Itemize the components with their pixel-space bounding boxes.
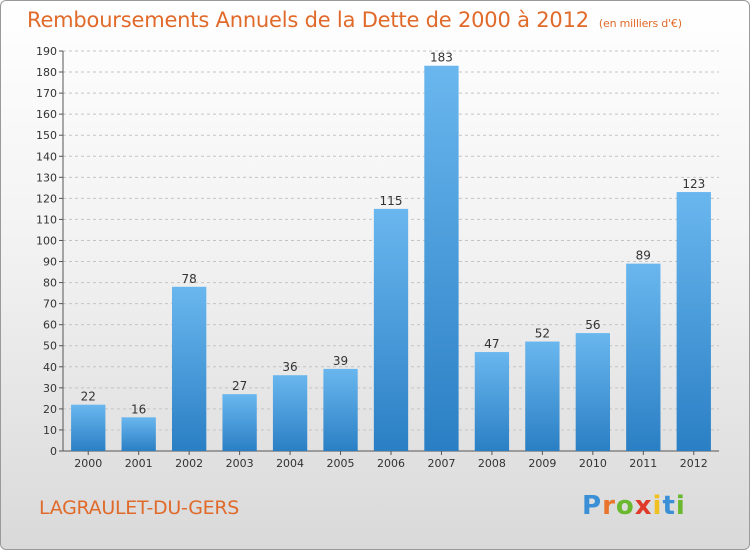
bar [373, 208, 409, 451]
x-tick-label: 2012 [680, 457, 708, 470]
bar-value-label: 39 [333, 354, 348, 368]
y-tick-label: 50 [43, 340, 57, 353]
x-tick-label: 2001 [125, 457, 153, 470]
bar [474, 352, 510, 451]
bar-value-label: 52 [535, 327, 550, 341]
x-tick-label: 2005 [327, 457, 355, 470]
x-tick-label: 2004 [276, 457, 304, 470]
y-tick-label: 20 [43, 403, 57, 416]
y-tick-label: 30 [43, 382, 57, 395]
y-tick-label: 130 [36, 171, 57, 184]
bar [121, 417, 156, 451]
chart-title: Remboursements Annuels de la Dette de 20… [27, 8, 682, 32]
bar [71, 404, 106, 451]
bar [272, 375, 308, 451]
proxiti-logo: Proxiti [582, 491, 686, 521]
y-tick-label: 40 [43, 361, 57, 374]
y-tick-label: 160 [36, 108, 57, 121]
bar-value-label: 123 [682, 177, 705, 191]
bar-value-label: 56 [585, 318, 600, 332]
x-tick-label: 2007 [427, 457, 455, 470]
bar-value-label: 27 [232, 379, 247, 393]
bar [323, 368, 358, 451]
logo-letter: o [615, 491, 635, 521]
logo-letter: t [662, 491, 676, 521]
bar [626, 263, 661, 451]
x-tick-label: 2006 [377, 457, 405, 470]
y-tick-label: 60 [43, 319, 57, 332]
y-tick-label: 10 [43, 424, 57, 437]
x-tick-label: 2011 [629, 457, 657, 470]
logo-letter: x [634, 491, 653, 521]
x-tick-label: 2009 [528, 457, 556, 470]
y-tick-label: 180 [36, 66, 57, 79]
y-tick-label: 140 [36, 150, 57, 163]
bar-value-label: 115 [380, 194, 403, 208]
bar-value-label: 78 [182, 272, 197, 286]
title-text: Remboursements Annuels de la Dette de 20… [27, 8, 589, 32]
y-tick-label: 0 [50, 445, 57, 458]
bar [525, 341, 560, 451]
bars [71, 65, 711, 452]
bar-value-label: 22 [81, 390, 96, 404]
y-tick-label: 190 [36, 45, 57, 58]
x-tick-label: 2000 [74, 457, 102, 470]
logo-letter: i [675, 491, 686, 521]
bar-value-label: 16 [131, 402, 146, 416]
bar [171, 286, 207, 451]
bar-value-label: 183 [430, 51, 453, 65]
bar [575, 333, 611, 451]
logo-letter: r [602, 491, 616, 521]
y-tick-label: 110 [36, 213, 57, 226]
y-tick-label: 80 [43, 277, 57, 290]
axes: 0 10 20 30 40 50 60 70 80 90 100 110 120 130 140 150 160… [36, 45, 719, 470]
bar-value-label: 36 [282, 360, 297, 374]
y-tick-label: 120 [36, 192, 57, 205]
y-tick-label: 170 [36, 87, 57, 100]
x-tick-label: 2008 [478, 457, 506, 470]
bar [424, 65, 459, 451]
logo-letter: P [582, 491, 603, 521]
bar [676, 192, 711, 452]
x-tick-label: 2010 [579, 457, 607, 470]
commune-name: LAGRAULET-DU-GERS [39, 497, 240, 519]
x-tick-label: 2002 [175, 457, 203, 470]
bar [222, 394, 257, 451]
y-tick-label: 100 [36, 234, 57, 247]
data-labels: 22 16 78 27 36 39 115 183 47 52 56 89 123 [81, 51, 706, 417]
logo-letter: i [652, 491, 663, 521]
bar-value-label: 47 [484, 337, 499, 351]
chart-subtitle: (en milliers d'€) [598, 17, 682, 30]
y-tick-label: 150 [36, 129, 57, 142]
x-tick-label: 2003 [226, 457, 254, 470]
y-tick-label: 90 [43, 256, 57, 269]
bar-value-label: 89 [636, 249, 651, 263]
y-tick-label: 70 [43, 298, 57, 311]
